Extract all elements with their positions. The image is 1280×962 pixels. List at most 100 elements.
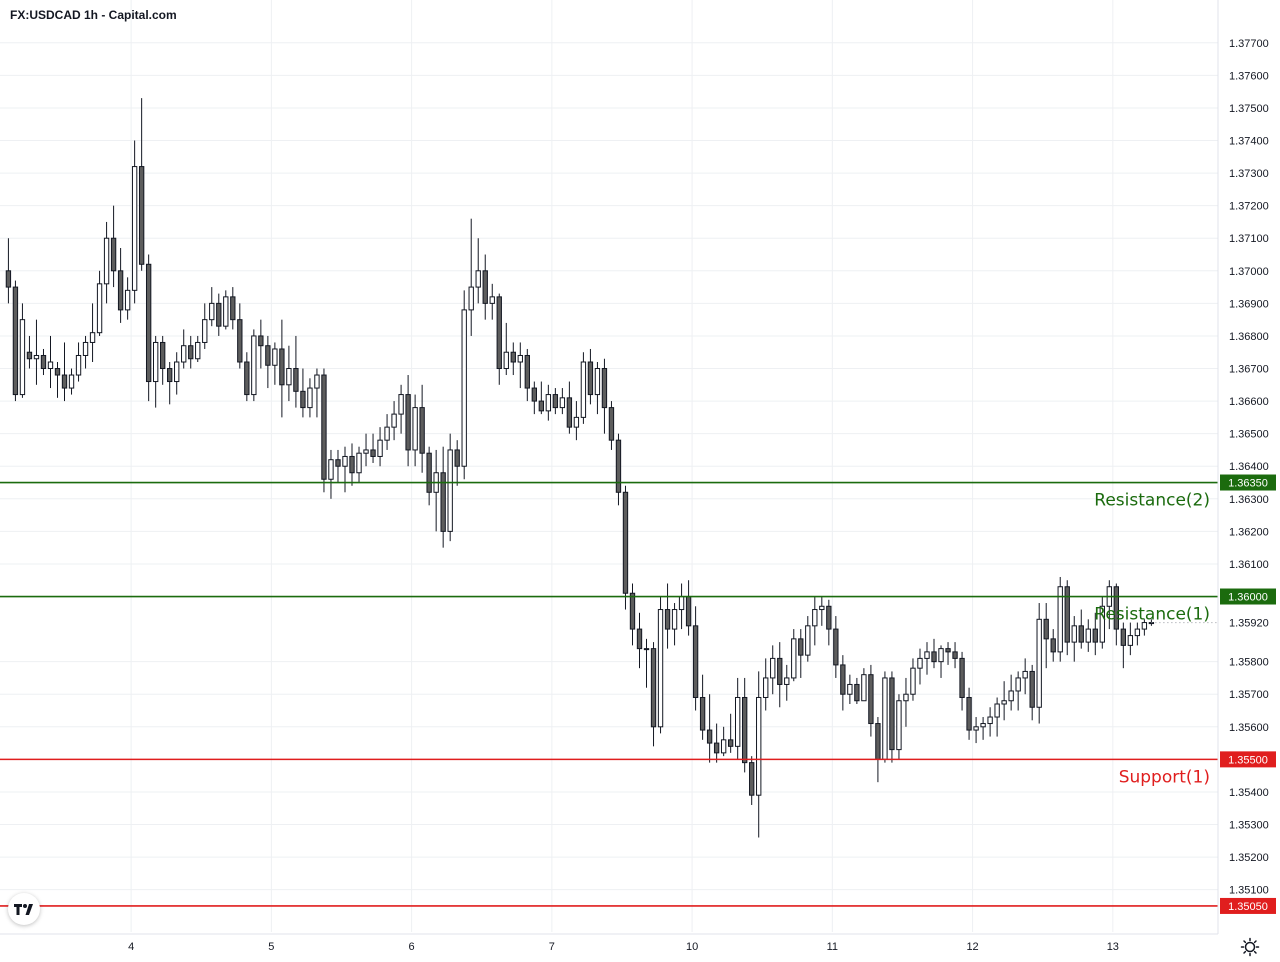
candle (671, 603, 678, 646)
candle (328, 449, 334, 499)
candle-body-up (847, 683, 853, 695)
price-tag-text: 1.36350 (1228, 478, 1268, 490)
candle-body-up (573, 416, 580, 428)
candle (545, 384, 552, 421)
candle-body-up (1015, 677, 1021, 692)
candle-body-up (756, 696, 762, 796)
candle (475, 238, 481, 304)
candle-body-down (244, 361, 250, 396)
candle (117, 248, 124, 323)
candle (19, 303, 26, 398)
candle (1057, 576, 1063, 662)
candle-body-down (531, 387, 537, 402)
candle (230, 287, 236, 330)
candle-body-down (1050, 638, 1056, 653)
candle (720, 726, 727, 757)
candle-body-up (131, 166, 138, 291)
candle-body-down (300, 390, 306, 409)
candle (777, 642, 783, 708)
candle-body-up (580, 361, 587, 418)
candle (1071, 616, 1077, 662)
candle (447, 433, 453, 542)
candle-body-up (1022, 670, 1028, 679)
candle (307, 378, 313, 418)
candle (145, 254, 152, 402)
candle-body-up (1134, 628, 1141, 637)
candle-body-up (1001, 700, 1007, 705)
candle-body-down (419, 407, 425, 454)
candle (131, 140, 138, 304)
candle-body-down (349, 455, 355, 474)
candle-body-up (1057, 586, 1063, 653)
candle (945, 642, 951, 665)
candle (910, 658, 916, 701)
chart-title: FX:USDCAD 1h - Capital.com (10, 8, 177, 22)
candle-body-down (685, 596, 692, 627)
candle (896, 694, 902, 760)
candle-body-up (594, 368, 601, 396)
candle-body-down (629, 592, 636, 630)
candle-body-down (335, 459, 341, 467)
candle (1078, 609, 1084, 649)
candle (26, 335, 33, 369)
candle (812, 596, 818, 646)
candle-body-up (819, 605, 825, 611)
candle (643, 638, 650, 688)
candle (1113, 583, 1119, 646)
y-tick-label: 1.37100 (1229, 233, 1269, 245)
candle (1127, 622, 1134, 656)
candle (244, 352, 250, 402)
level-lines: Resistance(2) Resistance(1) Support(1) (0, 481, 1218, 907)
candle (356, 446, 362, 483)
candle (615, 433, 622, 506)
candle-body-up (517, 354, 523, 363)
candle-body-down (440, 472, 446, 532)
y-tick-label: 1.35700 (1229, 689, 1269, 701)
candle (917, 648, 923, 685)
candle-body-up (314, 374, 320, 389)
candle (1134, 622, 1141, 646)
price-tag-text: 1.36000 (1228, 592, 1268, 604)
candle (188, 335, 194, 369)
candle (608, 401, 615, 450)
candle (1141, 619, 1148, 636)
candle (924, 642, 930, 675)
candle (847, 674, 853, 704)
candle-body-down (931, 651, 937, 663)
candle-body-up (356, 452, 362, 474)
candle (650, 642, 657, 747)
candle-body-up (720, 739, 727, 754)
candle (482, 254, 488, 320)
candle-body-down (216, 302, 222, 327)
y-tick-label: 1.35800 (1229, 657, 1269, 669)
candle-body-down (664, 609, 671, 630)
current-price-label: 1.35920 (1229, 618, 1269, 630)
candle (1085, 619, 1091, 652)
candle (538, 381, 545, 415)
tradingview-logo-icon[interactable] (8, 893, 40, 925)
candle (300, 368, 306, 418)
candle (377, 427, 383, 467)
candle-body-up (938, 648, 944, 663)
candle-body-down (777, 657, 783, 685)
candle (461, 290, 467, 480)
candle (763, 658, 769, 711)
candle (412, 394, 418, 467)
candle (314, 368, 320, 418)
candle (1092, 612, 1098, 656)
candle-body-down (524, 354, 530, 389)
y-tick-label: 1.37300 (1229, 168, 1269, 180)
candle (33, 319, 40, 385)
candle (699, 674, 706, 740)
candle (566, 381, 573, 434)
candle-body-up (475, 270, 481, 288)
candle-body-up (671, 609, 678, 630)
candle-body-down (454, 449, 460, 467)
price-tags: 1.36350 1.36000 1.35500 1.35050 1.35920 (1220, 474, 1276, 914)
candle-body-up (384, 426, 390, 441)
gear-icon[interactable] (1240, 937, 1260, 957)
candle (938, 645, 944, 678)
candle-body-up (461, 309, 467, 467)
candle (966, 687, 972, 740)
